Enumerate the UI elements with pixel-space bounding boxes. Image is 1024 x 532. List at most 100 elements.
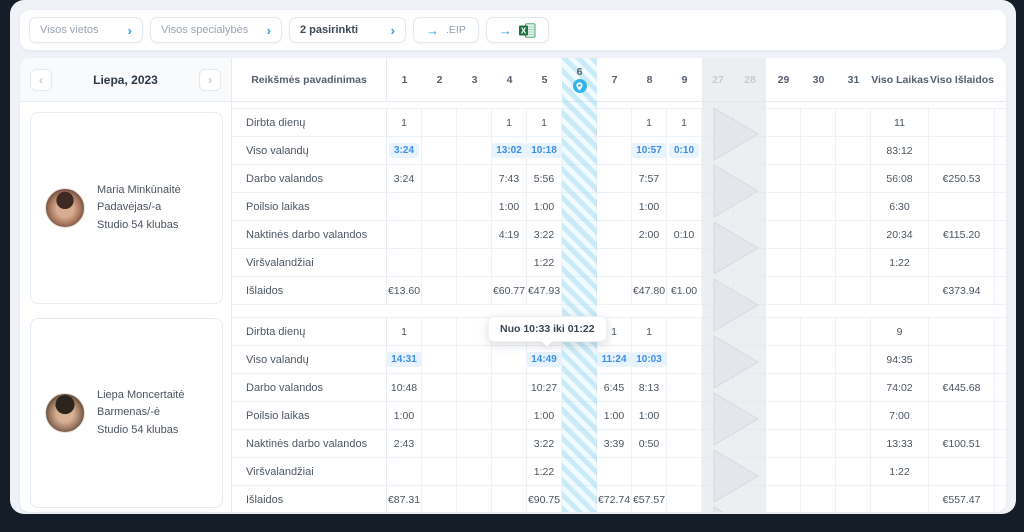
row-label: Poilsio laikas: [232, 402, 387, 430]
table-row: Viršvalandžiai 1:22 1:22: [232, 458, 1006, 486]
cell-day-30: [801, 346, 836, 374]
month-navigation: ‹ Liepa, 2023 ›: [20, 58, 231, 102]
cell-day-6: [562, 193, 597, 221]
cell-day-3: [457, 486, 492, 512]
total-hours-value[interactable]: 10:18: [526, 143, 562, 158]
cell-day-31: [836, 430, 871, 458]
cell-day-1: 1:00: [387, 402, 422, 430]
cell-day-9: €1.00: [667, 277, 702, 305]
tooltip-text: Nuo 10:33 iki 01:22: [500, 323, 595, 335]
cell-day-2: [422, 193, 457, 221]
total-cost-cell: [929, 137, 995, 165]
total-hours-value[interactable]: 14:49: [526, 352, 562, 367]
cell-day-5: 1:00: [527, 193, 562, 221]
table-row: Darbo valandos 3:24 7:43 5:56 7:57 56:08 €250.…: [232, 165, 1006, 193]
total-hours-value[interactable]: 10:03: [631, 352, 667, 367]
cell-day-6: [562, 137, 597, 165]
employee-sidebar: ‹ Liepa, 2023 › Maria Minkūnaitė Padavėj…: [20, 58, 232, 512]
filter-selected-dropdown[interactable]: 2 pasirinkti ›: [289, 17, 406, 43]
cell-day-31: [836, 249, 871, 277]
cell-day-2: [422, 430, 457, 458]
table-row: Viršvalandžiai 1:22 1:22: [232, 249, 1006, 277]
table-row: Išlaidos €87.31 €90.75 €72.74 €57.57 €557.47: [232, 486, 1006, 512]
cell-day-29: [766, 458, 801, 486]
employee-card[interactable]: Maria Minkūnaitė Padavėjas/-a Studio 54 …: [30, 112, 223, 304]
row-filler: [995, 374, 1006, 402]
timesheet-block: Dirbta dienų 1 1 1 1 1 11 Viso valandų 3:24 13:02…: [232, 108, 1006, 305]
cell-day-7: [597, 458, 632, 486]
total-hours-value[interactable]: 11:24: [596, 352, 632, 367]
cell-day-1: 2:43: [387, 430, 422, 458]
day-header-4[interactable]: 4: [492, 58, 527, 101]
cell-day-31: [836, 165, 871, 193]
month-label: Liepa, 2023: [93, 72, 158, 87]
cell-day-5: 1:22: [527, 249, 562, 277]
cell-day-3: [457, 402, 492, 430]
employee-info: Maria Minkūnaitė Padavėjas/-a Studio 54 …: [97, 182, 181, 235]
time-range-tooltip: Nuo 10:33 iki 01:22: [488, 316, 607, 347]
cell-day-1: 1: [387, 109, 422, 137]
collapsed-day-header-28[interactable]: 28: [744, 73, 756, 86]
table-row: Naktinės darbo valandos 2:43 3:22 3:39 0:50 1…: [232, 430, 1006, 458]
filter-selected-label: 2 pasirinkti: [300, 24, 359, 36]
timesheet-block: Dirbta dienų 1 1 1 9 Viso valandų 14:31 14:49 11…: [232, 317, 1006, 512]
cell-day-1: €87.31: [387, 486, 422, 512]
total-hours-value[interactable]: 14:31: [386, 352, 422, 367]
cell-day-5: 1:22: [527, 458, 562, 486]
prev-month-button[interactable]: ‹: [30, 68, 52, 91]
table-row: Viso valandų 3:24 13:02 10:18 10:57 0:10 83:12: [232, 137, 1006, 165]
export-excel-button[interactable]: → X: [485, 17, 549, 43]
map-pin-icon[interactable]: [572, 79, 587, 93]
cell-day-31: [836, 137, 871, 165]
cell-day-6: [562, 277, 597, 305]
total-hours-value[interactable]: 10:57: [631, 143, 667, 158]
row-filler: [995, 458, 1006, 486]
cell-day-1: 3:24: [387, 165, 422, 193]
total-cost-cell: [929, 346, 995, 374]
row-filler: [995, 249, 1006, 277]
cell-day-3: [457, 277, 492, 305]
cell-day-2: [422, 221, 457, 249]
day-header-3[interactable]: 3: [457, 58, 492, 101]
row-label: Viso valandų: [232, 137, 387, 165]
total-cost-cell: [929, 193, 995, 221]
filter-specialities-dropdown[interactable]: Visos specialybės ›: [150, 17, 282, 43]
day-header-label: 2: [436, 73, 443, 86]
cell-day-1: €13.60: [387, 277, 422, 305]
day-header-7[interactable]: 7: [597, 58, 632, 101]
next-month-button[interactable]: ›: [199, 68, 221, 91]
cell-day-8: 0:50: [632, 430, 667, 458]
cell-day-4: 1:00: [492, 193, 527, 221]
day-header-29[interactable]: 29: [777, 73, 790, 86]
day-header-31[interactable]: 31: [847, 73, 860, 86]
total-time-cell: 11: [871, 109, 929, 137]
expand-collapsed-days-icon[interactable]: [702, 102, 766, 512]
cell-day-4: [492, 458, 527, 486]
total-time-cell: 1:22: [871, 249, 929, 277]
cell-day-30: [801, 374, 836, 402]
cell-day-8: 2:00: [632, 221, 667, 249]
cell-day-4: [492, 374, 527, 402]
cell-day-29: [766, 402, 801, 430]
total-hours-value[interactable]: 0:10: [668, 143, 699, 158]
chevron-right-icon: ›: [127, 22, 132, 38]
collapsed-day-header-27[interactable]: 27: [712, 73, 724, 86]
table-row: Poilsio laikas 1:00 1:00 1:00 6:30: [232, 193, 1006, 221]
total-hours-value[interactable]: 13:02: [491, 143, 527, 158]
day-header-9[interactable]: 9: [667, 58, 702, 101]
day-header-30[interactable]: 30: [812, 73, 825, 86]
day-header-2[interactable]: 2: [422, 58, 457, 101]
day-header-1[interactable]: 1: [387, 58, 422, 101]
day-header-5[interactable]: 5: [527, 58, 562, 101]
employee-card[interactable]: Liepa Moncertaitė Barmenas/-ė Studio 54 …: [30, 318, 223, 508]
filter-locations-dropdown[interactable]: Visos vietos ›: [29, 17, 143, 43]
cell-day-6: [562, 249, 597, 277]
cell-day-3: [457, 249, 492, 277]
day-header-8[interactable]: 8: [632, 58, 667, 101]
export-eip-button[interactable]: → .EIP: [413, 17, 479, 43]
day-header-6[interactable]: 6: [562, 58, 597, 101]
total-hours-value[interactable]: 3:24: [388, 143, 419, 158]
cell-day-3: [457, 165, 492, 193]
cell-day-2: [422, 249, 457, 277]
cell-day-29: [766, 277, 801, 305]
